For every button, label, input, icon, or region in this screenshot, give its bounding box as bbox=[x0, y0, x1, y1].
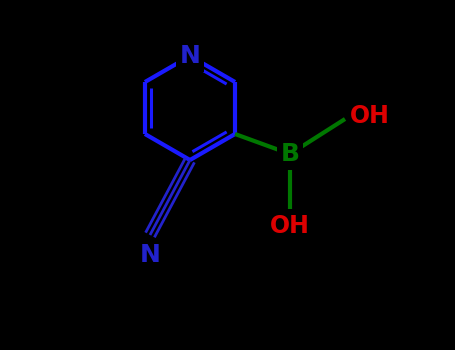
Text: OH: OH bbox=[350, 104, 390, 128]
Text: B: B bbox=[281, 142, 299, 166]
Text: N: N bbox=[180, 44, 201, 68]
Text: OH: OH bbox=[270, 214, 310, 238]
Text: N: N bbox=[140, 243, 161, 267]
